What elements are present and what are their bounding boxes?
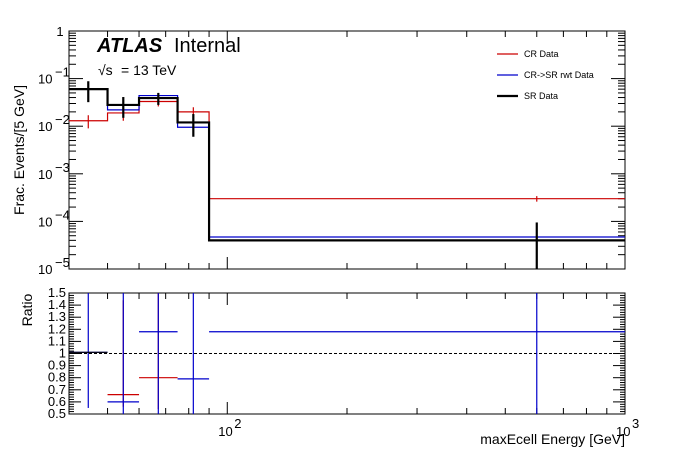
y-tick-label: 10 — [38, 119, 52, 134]
legend-label-cr-data: CR Data — [524, 49, 559, 59]
main-series-group — [69, 81, 625, 269]
ratio-y-tick-label: 0.9 — [48, 358, 66, 373]
main-panel: 10 −510 −410 −310 −210 −11 Frac. Events/[5 Ge… — [11, 24, 626, 277]
y-tick-label: 10 — [38, 262, 52, 277]
ratio-y-tick-label: 0.5 — [48, 406, 66, 421]
x-axis-title: maxEcell Energy [GeV] — [480, 431, 625, 447]
ratio-y-tick-label: 1.3 — [48, 309, 66, 324]
ratio-y-tick-label: 1.4 — [48, 297, 66, 312]
main-axis-ticks: 10 −510 −410 −310 −210 −11 — [38, 24, 626, 277]
energy-value-label: = 13 TeV — [121, 62, 177, 78]
y-tick-label-exponent: −4 — [55, 207, 70, 222]
y-tick-label: 10 — [38, 72, 52, 87]
ratio-y-axis-title: Ratio — [19, 293, 35, 326]
internal-label: Internal — [174, 35, 241, 57]
y-tick-label-exponent: −3 — [55, 160, 70, 175]
y-tick-label: 1 — [56, 24, 63, 39]
x-tick-label: 10 — [616, 424, 630, 439]
ratio-y-tick-label: 1.2 — [48, 321, 66, 336]
main-y-axis-title: Frac. Events/[5 GeV] — [11, 85, 27, 215]
y-tick-label-exponent: −1 — [55, 65, 70, 80]
y-tick-label-exponent: −2 — [55, 112, 70, 127]
legend-label-cr-sr-rwt-data: CR->SR rwt Data — [524, 70, 594, 80]
y-tick-label-exponent: −5 — [55, 255, 70, 270]
ratio-y-tick-label: 1 — [59, 346, 66, 361]
ratio-y-tick-label: 1.1 — [48, 333, 66, 348]
ratio-y-tick-label: 1.5 — [48, 285, 66, 300]
energy-sqrt-label: √s — [98, 62, 113, 78]
x-tick-label-exponent: 3 — [632, 416, 639, 431]
y-tick-label: 10 — [38, 167, 52, 182]
x-tick-label: 10 — [218, 424, 232, 439]
atlas-label: ATLAS — [96, 35, 163, 57]
legend-label-sr-data: SR Data — [524, 91, 558, 101]
ratio-y-tick-label: 0.7 — [48, 382, 66, 397]
ratio-y-tick-label: 0.8 — [48, 370, 66, 385]
y-tick-label: 10 — [38, 214, 52, 229]
ratio-y-tick-label: 0.6 — [48, 394, 66, 409]
x-tick-label-exponent: 2 — [234, 416, 241, 431]
legend: CR Data CR->SR rwt Data SR Data — [497, 49, 594, 101]
ratio-series-group — [69, 293, 625, 414]
main-plot-frame — [68, 30, 626, 270]
